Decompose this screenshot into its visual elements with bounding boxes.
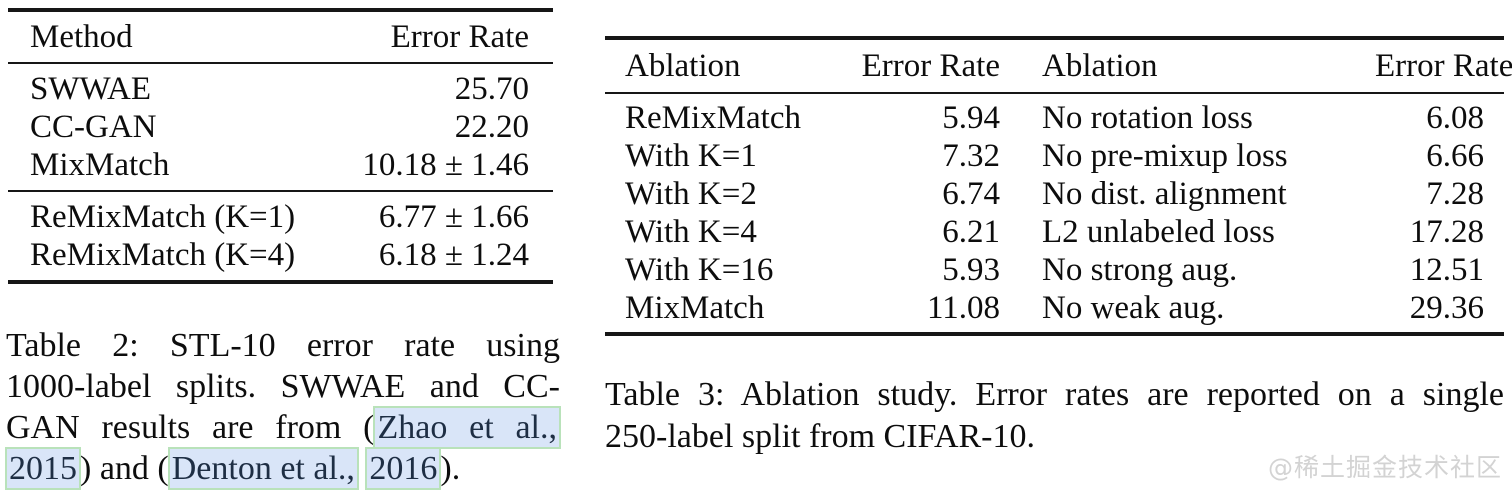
table-3: Ablation Error Rate Ablation Error Rate …: [605, 36, 1512, 336]
caption-text: ) and (: [80, 450, 169, 487]
watermark-text: @稀土掘金技术社区: [1267, 453, 1502, 482]
table-row: With K=4 6.21 L2 unlabeled loss 17.28: [605, 213, 1504, 251]
error-rate-cell: 5.94: [942, 100, 1000, 136]
error-rate-cell: 29.36: [1409, 290, 1484, 326]
table-3-caption: Table 3: Ablation study. Error rates are…: [605, 374, 1504, 458]
error-rate-cell: 5.93: [942, 252, 1000, 288]
method-cell: MixMatch: [30, 147, 170, 183]
ablation-cell: No dist. alignment: [1042, 176, 1287, 212]
table-2-top-rule: [8, 8, 553, 12]
table-2-header-method: Method: [30, 19, 133, 55]
error-rate-cell: 12.51: [1409, 252, 1484, 288]
ablation-cell: No strong aug.: [1042, 252, 1238, 288]
citation-link-denton-year[interactable]: 2016: [365, 447, 442, 490]
table-row: SWWAE 25.70: [8, 70, 553, 108]
caption-text: ).: [440, 450, 461, 487]
table-row: ReMixMatch (K=4) 6.18 ± 1.24: [8, 236, 553, 274]
table-3-header-row: Ablation Error Rate Ablation Error Rate: [605, 40, 1512, 92]
table-2-bottom-rule: [8, 280, 553, 284]
table-row: ReMixMatch (K=1) 6.77 ± 1.66: [8, 198, 553, 236]
table-2-caption: Table 2: STL-10 error rate using 1000-la…: [5, 325, 561, 490]
table-3-top-rule: [605, 36, 1504, 40]
table-2-header-error-rate: Error Rate: [390, 19, 529, 55]
table-2-header-row: Method Error Rate: [8, 12, 553, 62]
caption-line: 1000-label splits. SWWAE and CC-: [6, 366, 560, 407]
error-rate-cell: 6.74: [942, 176, 1000, 212]
error-rate-cell: 17.28: [1409, 214, 1484, 250]
ablation-cell: ReMixMatch: [625, 100, 801, 136]
ablation-cell: With K=1: [625, 138, 757, 174]
ablation-cell: No pre-mixup loss: [1042, 138, 1288, 174]
caption-text: Table 2: STL-10 error rate using: [6, 327, 560, 364]
table-3-header-error-rate-1: Error Rate: [861, 48, 1000, 84]
ablation-cell: L2 unlabeled loss: [1042, 214, 1275, 250]
ablation-cell: No rotation loss: [1042, 100, 1253, 136]
error-rate-cell: 7.28: [1426, 176, 1484, 212]
table-row: With K=1 7.32 No pre-mixup loss 6.66: [605, 137, 1504, 175]
error-rate-cell: 6.77 ± 1.66: [378, 199, 529, 235]
ablation-cell: With K=16: [625, 252, 774, 288]
caption-text: 250-label split from CIFAR-10.: [605, 418, 1035, 455]
table-row: ReMixMatch 5.94 No rotation loss 6.08: [605, 99, 1504, 137]
error-rate-cell: 25.70: [454, 71, 529, 107]
error-rate-cell: 6.18 ± 1.24: [378, 237, 529, 273]
ablation-cell: MixMatch: [625, 290, 765, 326]
table-3-header-ablation-1: Ablation: [625, 48, 741, 84]
error-rate-cell: 6.21: [942, 214, 1000, 250]
ablation-cell: With K=2: [625, 176, 757, 212]
table-2-mid-rule-1: [8, 62, 553, 64]
table-3-bottom-rule: [605, 332, 1504, 336]
error-rate-cell: 22.20: [454, 109, 529, 145]
error-rate-cell: 7.32: [942, 138, 1000, 174]
method-cell: CC-GAN: [30, 109, 157, 145]
table-3-mid-rule: [605, 92, 1504, 94]
table-3-header-error-rate-2: Error Rate: [1375, 48, 1512, 84]
method-cell: SWWAE: [30, 71, 151, 107]
caption-line: GAN results are from (Zhao et al.,: [6, 406, 561, 449]
table-2-baseline-group: SWWAE 25.70 CC-GAN 22.20 MixMatch 10.18 …: [8, 64, 553, 190]
ablation-cell: No weak aug.: [1042, 290, 1225, 326]
caption-line: 2015) and (Denton et al., 2016).: [5, 447, 560, 490]
table-row: MixMatch 10.18 ± 1.46: [8, 146, 553, 184]
error-rate-cell: 6.66: [1426, 138, 1484, 174]
error-rate-cell: 10.18 ± 1.46: [362, 147, 529, 183]
table-row: MixMatch 11.08 No weak aug. 29.36: [605, 289, 1504, 327]
citation-link-denton[interactable]: Denton et al.,: [167, 447, 359, 490]
ablation-cell: With K=4: [625, 214, 757, 250]
caption-text: Table 3: Ablation study. Error rates are…: [605, 376, 1504, 413]
error-rate-cell: 6.08: [1426, 100, 1484, 136]
table-row: With K=16 5.93 No strong aug. 12.51: [605, 251, 1504, 289]
table-row: With K=2 6.74 No dist. alignment 7.28: [605, 175, 1504, 213]
table-3-header-ablation-2: Ablation: [1042, 48, 1158, 84]
table-2: Method Error Rate SWWAE 25.70 CC-GAN 22.…: [8, 8, 553, 284]
table-row: CC-GAN 22.20: [8, 108, 553, 146]
caption-line: Table 2: STL-10 error rate using: [6, 325, 560, 366]
citation-link-zhao[interactable]: Zhao et al.,: [373, 406, 561, 449]
table-3-body: ReMixMatch 5.94 No rotation loss 6.08 Wi…: [605, 94, 1504, 332]
table-2-remixmatch-group: ReMixMatch (K=1) 6.77 ± 1.66 ReMixMatch …: [8, 192, 553, 280]
error-rate-cell: 11.08: [926, 290, 1000, 326]
caption-text: GAN results are from (: [6, 409, 375, 446]
table-2-mid-rule-2: [8, 190, 553, 192]
caption-text: 1000-label splits. SWWAE and CC-: [6, 368, 560, 405]
method-cell: ReMixMatch (K=4): [30, 237, 296, 273]
caption-line: Table 3: Ablation study. Error rates are…: [605, 374, 1504, 416]
caption-line: 250-label split from CIFAR-10.: [605, 416, 1504, 458]
method-cell: ReMixMatch (K=1): [30, 199, 296, 235]
citation-link-zhao-year[interactable]: 2015: [5, 447, 81, 490]
